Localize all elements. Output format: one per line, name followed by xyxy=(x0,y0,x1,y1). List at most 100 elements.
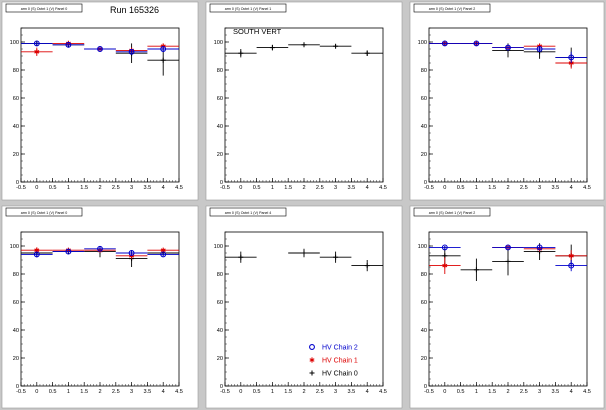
x-tick-label: 2.5 xyxy=(112,389,120,395)
data-point xyxy=(364,50,370,56)
x-tick-label: 1.5 xyxy=(488,389,496,395)
x-tick-label: 4 xyxy=(162,389,165,395)
x-tick-label: 2 xyxy=(506,185,509,191)
x-tick-label: -0.5 xyxy=(16,185,26,191)
y-tick-label: 60 xyxy=(13,96,19,102)
y-tick-label: 80 xyxy=(421,68,427,74)
data-point xyxy=(505,44,511,51)
pad-title-box xyxy=(5,3,83,13)
x-tick-label: -0.5 xyxy=(16,389,26,395)
series-chain1 xyxy=(429,244,587,274)
x-tick-label: 4 xyxy=(162,185,165,191)
x-tick-label: 1 xyxy=(67,389,70,395)
x-tick-label: 1.5 xyxy=(488,185,496,191)
pad-annotation: SOUTH VERT xyxy=(233,27,282,36)
plot-pad-3: arm 0 (S) Octnt 1 (V) Panel 2-0.5 0 0.5 1 1.… xyxy=(409,1,605,201)
y-tick-label: 20 xyxy=(217,152,223,158)
data-point xyxy=(160,46,167,52)
data-point xyxy=(473,40,480,47)
legend-marker xyxy=(309,370,315,376)
data-point xyxy=(568,54,575,61)
x-tick-label: 2.5 xyxy=(316,185,324,191)
pad-title: arm 0 (S) Octnt 1 (V) Panel 2 xyxy=(429,7,476,11)
data-point xyxy=(33,251,40,258)
legend-label: HV Chain 2 xyxy=(322,345,358,352)
data-point xyxy=(238,50,244,56)
x-tick-label: 0.5 xyxy=(253,185,261,191)
y-tick-label: 40 xyxy=(13,124,19,130)
x-tick-label: 2.5 xyxy=(316,389,324,395)
y-tick-label: 60 xyxy=(421,300,427,306)
y-tick-label: 20 xyxy=(217,356,223,362)
data-point xyxy=(441,244,448,251)
x-tick-label: 4 xyxy=(366,389,369,395)
x-tick-label: -0.5 xyxy=(424,389,434,395)
pad-background xyxy=(1,205,199,409)
y-tick-label: 40 xyxy=(421,124,427,130)
legend-marker xyxy=(309,357,315,363)
x-tick-label: 4 xyxy=(366,185,369,191)
data-point xyxy=(333,254,339,260)
y-tick-label: 60 xyxy=(217,300,223,306)
data-point xyxy=(301,250,307,256)
pad-background xyxy=(409,1,605,201)
data-point xyxy=(441,40,448,47)
data-point xyxy=(128,250,135,256)
x-tick-label: 1.5 xyxy=(80,389,88,395)
x-tick-label: 2 xyxy=(302,185,305,191)
x-tick-label: 0.5 xyxy=(253,389,261,395)
x-tick-label: 1 xyxy=(271,389,274,395)
x-tick-label: -0.5 xyxy=(220,185,230,191)
pad-title-box xyxy=(209,207,287,217)
series-chain0 xyxy=(225,248,383,272)
x-tick-label: 0 xyxy=(35,389,38,395)
x-tick-label: 3 xyxy=(538,389,541,395)
series-chain2 xyxy=(429,244,587,272)
y-tick-label: 100 xyxy=(214,40,223,46)
pad-background xyxy=(1,1,199,201)
x-tick-label: -0.5 xyxy=(424,185,434,191)
pad-background xyxy=(205,1,403,201)
y-tick-label: 80 xyxy=(13,272,19,278)
y-tick-label: 60 xyxy=(421,96,427,102)
data-point xyxy=(97,46,103,52)
data-point xyxy=(160,251,167,258)
data-point xyxy=(505,244,511,251)
data-point xyxy=(442,263,448,269)
pad-title: arm 0 (S) Octnt 1 (V) Panel 4 xyxy=(225,211,272,215)
x-tick-label: 3 xyxy=(538,185,541,191)
x-tick-label: 1 xyxy=(475,185,478,191)
series-chain0 xyxy=(225,42,383,58)
pad-title-box xyxy=(209,3,287,13)
x-tick-label: 0 xyxy=(239,389,242,395)
x-tick-label: 3.5 xyxy=(348,185,356,191)
x-tick-label: 4.5 xyxy=(583,185,591,191)
legend-label: HV Chain 1 xyxy=(322,358,358,365)
plot-pad-2: arm 0 (S) Octnt 1 (V) Panel 1-0.5 0 0.5 1 1.… xyxy=(205,1,403,201)
plot-pad-1: arm 0 (S) Octnt 1 (V) Panel 0-0.5 0 0.5 1 1.… xyxy=(1,1,199,201)
x-tick-label: 4.5 xyxy=(175,185,183,191)
data-point xyxy=(505,258,511,264)
x-tick-label: 3.5 xyxy=(348,389,356,395)
x-tick-label: 2.5 xyxy=(112,185,120,191)
pad-background xyxy=(409,205,605,409)
pad-title: arm 0 (S) Octnt 1 (V) Panel 1 xyxy=(225,7,272,11)
y-tick-label: 0 xyxy=(16,384,19,390)
series-chain2 xyxy=(21,40,179,55)
x-tick-label: 3 xyxy=(130,185,133,191)
plot-pad-5: arm 0 (S) Octnt 1 (V) Panel 4-0.5 0 0.5 1 1.… xyxy=(205,205,403,409)
x-tick-label: 3.5 xyxy=(552,185,560,191)
y-tick-label: 0 xyxy=(220,384,223,390)
x-tick-label: 0 xyxy=(239,185,242,191)
y-tick-label: 100 xyxy=(418,40,427,46)
data-point xyxy=(568,262,575,269)
data-point xyxy=(473,267,479,273)
pad-title: arm 0 (S) Octnt 1 (V) Panel 0 xyxy=(21,7,68,11)
x-tick-label: 0.5 xyxy=(49,389,57,395)
x-tick-label: -0.5 xyxy=(220,389,230,395)
y-tick-label: 0 xyxy=(16,180,19,186)
legend-marker xyxy=(309,344,315,350)
x-tick-label: 0 xyxy=(443,185,446,191)
y-tick-label: 0 xyxy=(424,180,427,186)
